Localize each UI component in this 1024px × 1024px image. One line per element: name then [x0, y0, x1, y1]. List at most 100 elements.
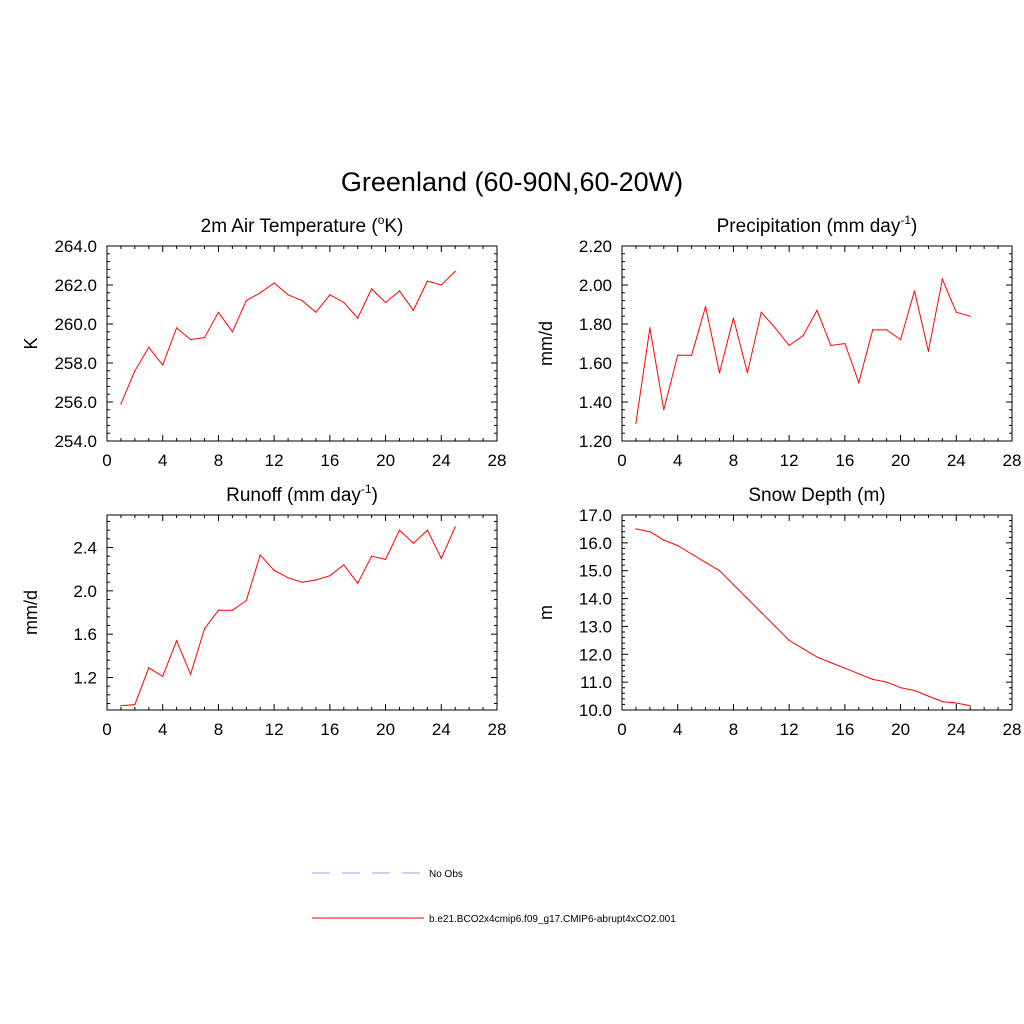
panel-title: Snow Depth (m): [748, 485, 885, 506]
data-point: [176, 640, 178, 642]
data-point: [872, 678, 874, 680]
data-point: [273, 282, 275, 284]
panel-title-end: ): [372, 485, 378, 506]
x-tick-label: 4: [673, 720, 682, 739]
data-point: [398, 529, 401, 531]
y-axis-label: K: [21, 337, 41, 349]
data-point: [245, 599, 247, 602]
data-point: [858, 673, 860, 675]
panel-title-end: ): [911, 216, 917, 237]
data-point: [663, 409, 665, 411]
data-point: [398, 290, 401, 292]
data-point: [273, 569, 275, 571]
data-point: [343, 301, 345, 304]
data-point: [287, 294, 289, 296]
data-point: [941, 278, 943, 280]
y-tick-label: 12.0: [579, 645, 612, 664]
data-point: [134, 370, 136, 372]
data-point: [663, 539, 665, 541]
x-tick-label: 0: [102, 451, 111, 470]
plot-frame: [106, 245, 498, 442]
x-tick-label: 0: [617, 720, 626, 739]
panel-title: Runoff (mm day-1): [226, 482, 378, 506]
y-tick-label: 15.0: [579, 562, 612, 581]
x-tick-label: 0: [102, 720, 111, 739]
panel-title-main: 2m Air Temperature (: [201, 216, 379, 237]
panel-temperature: 0 4 8 12 16 20 24 28 254.0 256.0 258.0 260.0 262.0 26…: [21, 213, 506, 470]
x-tick-label: 28: [1003, 720, 1022, 739]
data-point: [927, 350, 930, 352]
data-point: [872, 329, 874, 331]
y-tick-label: 1.20: [579, 432, 612, 451]
data-point: [120, 705, 122, 707]
data-point: [245, 300, 247, 302]
data-point: [691, 354, 693, 356]
data-point: [844, 667, 846, 669]
data-point: [329, 294, 331, 296]
data-point: [426, 529, 428, 531]
data-point: [704, 561, 707, 563]
x-tick-label: 4: [673, 451, 682, 470]
data-point: [677, 354, 679, 356]
panel-title-superscript: -1: [900, 213, 911, 227]
data-point: [343, 564, 345, 566]
x-tick-label: 0: [617, 451, 626, 470]
legend-label-model: b.e21.BCO2x4cmip6.f09_g17.CMIP6-abrupt4x…: [429, 914, 676, 925]
data-point: [886, 681, 888, 683]
y-tick-label: 1.60: [579, 354, 612, 373]
data-point: [259, 554, 261, 556]
data-point: [774, 625, 776, 628]
x-tick-label: 16: [320, 451, 339, 470]
data-point: [969, 705, 971, 707]
data-point: [691, 553, 693, 555]
data-point: [203, 337, 206, 339]
data-point: [412, 542, 415, 544]
y-axis-label: mm/d: [536, 321, 556, 366]
data-point: [704, 305, 707, 308]
y-tick-label: 260.0: [54, 315, 97, 334]
data-point: [649, 531, 651, 533]
data-point: [315, 579, 317, 581]
panel-title-superscript: -1: [361, 482, 372, 496]
data-point: [384, 301, 387, 304]
data-point: [231, 609, 233, 611]
data-point: [816, 656, 818, 658]
data-point: [732, 317, 735, 319]
data-point: [746, 372, 748, 374]
legend-label-no-obs: No Obs: [429, 869, 463, 880]
panel-title: Precipitation (mm day-1): [717, 213, 918, 237]
x-tick-label: 28: [1003, 451, 1022, 470]
y-tick-label: 17.0: [579, 506, 612, 525]
x-tick-label: 4: [158, 720, 167, 739]
y-tick-label: 2.20: [579, 237, 612, 256]
data-point: [913, 689, 916, 692]
data-point: [454, 526, 456, 528]
x-tick-label: 28: [488, 451, 507, 470]
data-point: [134, 703, 136, 706]
data-point: [899, 339, 902, 341]
data-point: [287, 577, 289, 579]
series-line: [635, 277, 971, 424]
data-point: [788, 639, 790, 641]
x-tick-label: 20: [376, 720, 395, 739]
data-point: [440, 557, 442, 559]
x-tick-label: 8: [729, 720, 738, 739]
panel-title-superscript: o: [378, 213, 385, 227]
plot-frame: [621, 245, 1013, 442]
data-point: [384, 558, 387, 561]
x-tick-label: 20: [891, 451, 910, 470]
y-tick-label: 2.00: [579, 276, 612, 295]
series-line: [635, 528, 971, 707]
x-tick-label: 8: [214, 720, 223, 739]
data-point: [941, 701, 943, 703]
data-point: [955, 311, 957, 313]
y-tick-label: 10.0: [579, 701, 612, 720]
data-point: [677, 545, 679, 547]
y-tick-label: 254.0: [54, 432, 97, 451]
x-tick-label: 20: [376, 451, 395, 470]
y-tick-label: 2.0: [73, 582, 97, 601]
y-tick-label: 1.40: [579, 393, 612, 412]
y-tick-label: 2.4: [73, 539, 97, 558]
data-point: [816, 309, 818, 311]
